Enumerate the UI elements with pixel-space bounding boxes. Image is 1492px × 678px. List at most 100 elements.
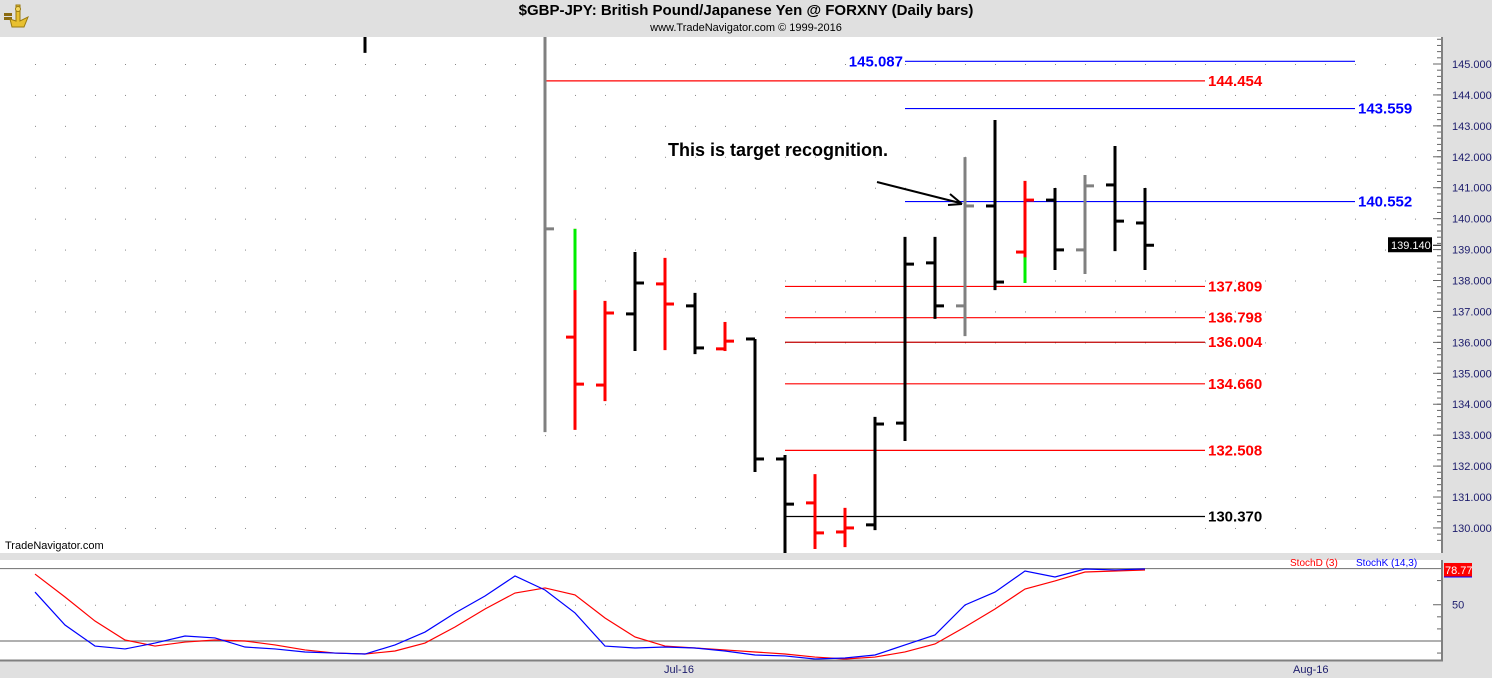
grid-dot [935,94,936,96]
grid-dot [1175,64,1176,65]
grid-dot [275,64,276,65]
grid-dot [1205,342,1206,344]
grid-dot [65,249,66,251]
arrow-head-icon [947,193,963,206]
grid-dot [335,342,336,344]
grid-dot [1385,64,1386,65]
grid-dot [1175,94,1176,96]
date-tick-label: Jul-16 [664,664,694,676]
grid-dot [935,527,936,529]
grid-dot [275,435,276,437]
grid-dot [125,373,126,375]
grid-dot [875,404,876,406]
price-panel [0,37,1442,553]
grid-dot [1145,373,1146,375]
grid-dot [965,466,966,468]
stochastic-lines [0,568,1442,660]
stochd-value-box [1444,562,1472,577]
grid-dot [785,249,786,251]
grid-dot [815,218,816,220]
grid-dot [155,125,156,127]
grid-dot [1295,280,1296,282]
grid-dot [1085,156,1086,158]
grid-dot [95,311,96,313]
grid-dot [1295,64,1296,65]
grid-dot [335,249,336,251]
grid-dot [305,404,306,406]
grid-dot [1265,311,1266,313]
grid-dot [545,466,546,468]
grid-dot [995,527,996,529]
grid-dot [215,404,216,406]
grid-dot [605,604,606,606]
grid-dot [1415,604,1416,606]
grid-dot [455,435,456,437]
grid-dot [1265,156,1266,158]
grid-dot [65,527,66,529]
grid-dot [1205,497,1206,499]
grid-dot [515,373,516,375]
grid-dot [1085,604,1086,606]
grid-dot [1325,94,1326,96]
grid-dot [725,466,726,468]
grid-dot [275,404,276,406]
grid-dot [1325,604,1326,606]
grid-dot [515,527,516,529]
grid-dot [185,218,186,220]
grid-dot [215,311,216,313]
grid-dot [125,342,126,344]
price-axis[interactable]: 145.000 144.000 143.000 142.000 141.000 140.0… [0,37,1492,678]
grid-dot [1055,125,1056,127]
grid-dot [245,404,246,406]
grid-dot [1235,218,1236,220]
grid-dot [65,604,66,606]
grid-dot [305,249,306,251]
grid-dot [965,125,966,127]
grid-dot [575,156,576,158]
grid-dot [185,466,186,468]
grid-dot [245,64,246,65]
grid-dot [1085,497,1086,499]
grid-dot [305,466,306,468]
grid-dot [725,94,726,96]
grid-dot [1235,373,1236,375]
grid-dot [95,187,96,189]
target-label: 145.087 [849,53,903,70]
grid-dot [1025,404,1026,406]
grid-dot [1175,466,1176,468]
grid-dot [1055,156,1056,158]
chart-title: $GBP-JPY: British Pound/Japanese Yen @ F… [518,2,974,19]
grid-dot [425,604,426,606]
grid-dot [1085,342,1086,344]
grid-dot [245,373,246,375]
grid-dot [1145,156,1146,158]
grid-dot [1025,497,1026,499]
grid-dot [425,435,426,437]
grid-dot [695,187,696,189]
grid-dot [1295,604,1296,606]
target-levels [545,60,1355,518]
grid-dot [1385,604,1386,606]
grid-dot [1235,187,1236,189]
grid-dot [215,218,216,220]
grid-dot [575,466,576,468]
grid-dot [95,497,96,499]
grid-dot [335,94,336,96]
grid-dot [215,342,216,344]
grid-dot [965,342,966,344]
grid-dot [665,156,666,158]
grid-dot [635,64,636,65]
grid-dot [125,497,126,499]
grid-dot [995,64,996,65]
grid-dot [155,94,156,96]
grid-dot [245,156,246,158]
grid-dot [95,435,96,437]
grid-dot [665,373,666,375]
grid-dot [1355,280,1356,282]
grid-dot [905,94,906,96]
grid-dot [785,435,786,437]
last-price-label: 139.140 [1391,240,1431,252]
grid-dot [305,435,306,437]
grid-dot [1295,435,1296,437]
